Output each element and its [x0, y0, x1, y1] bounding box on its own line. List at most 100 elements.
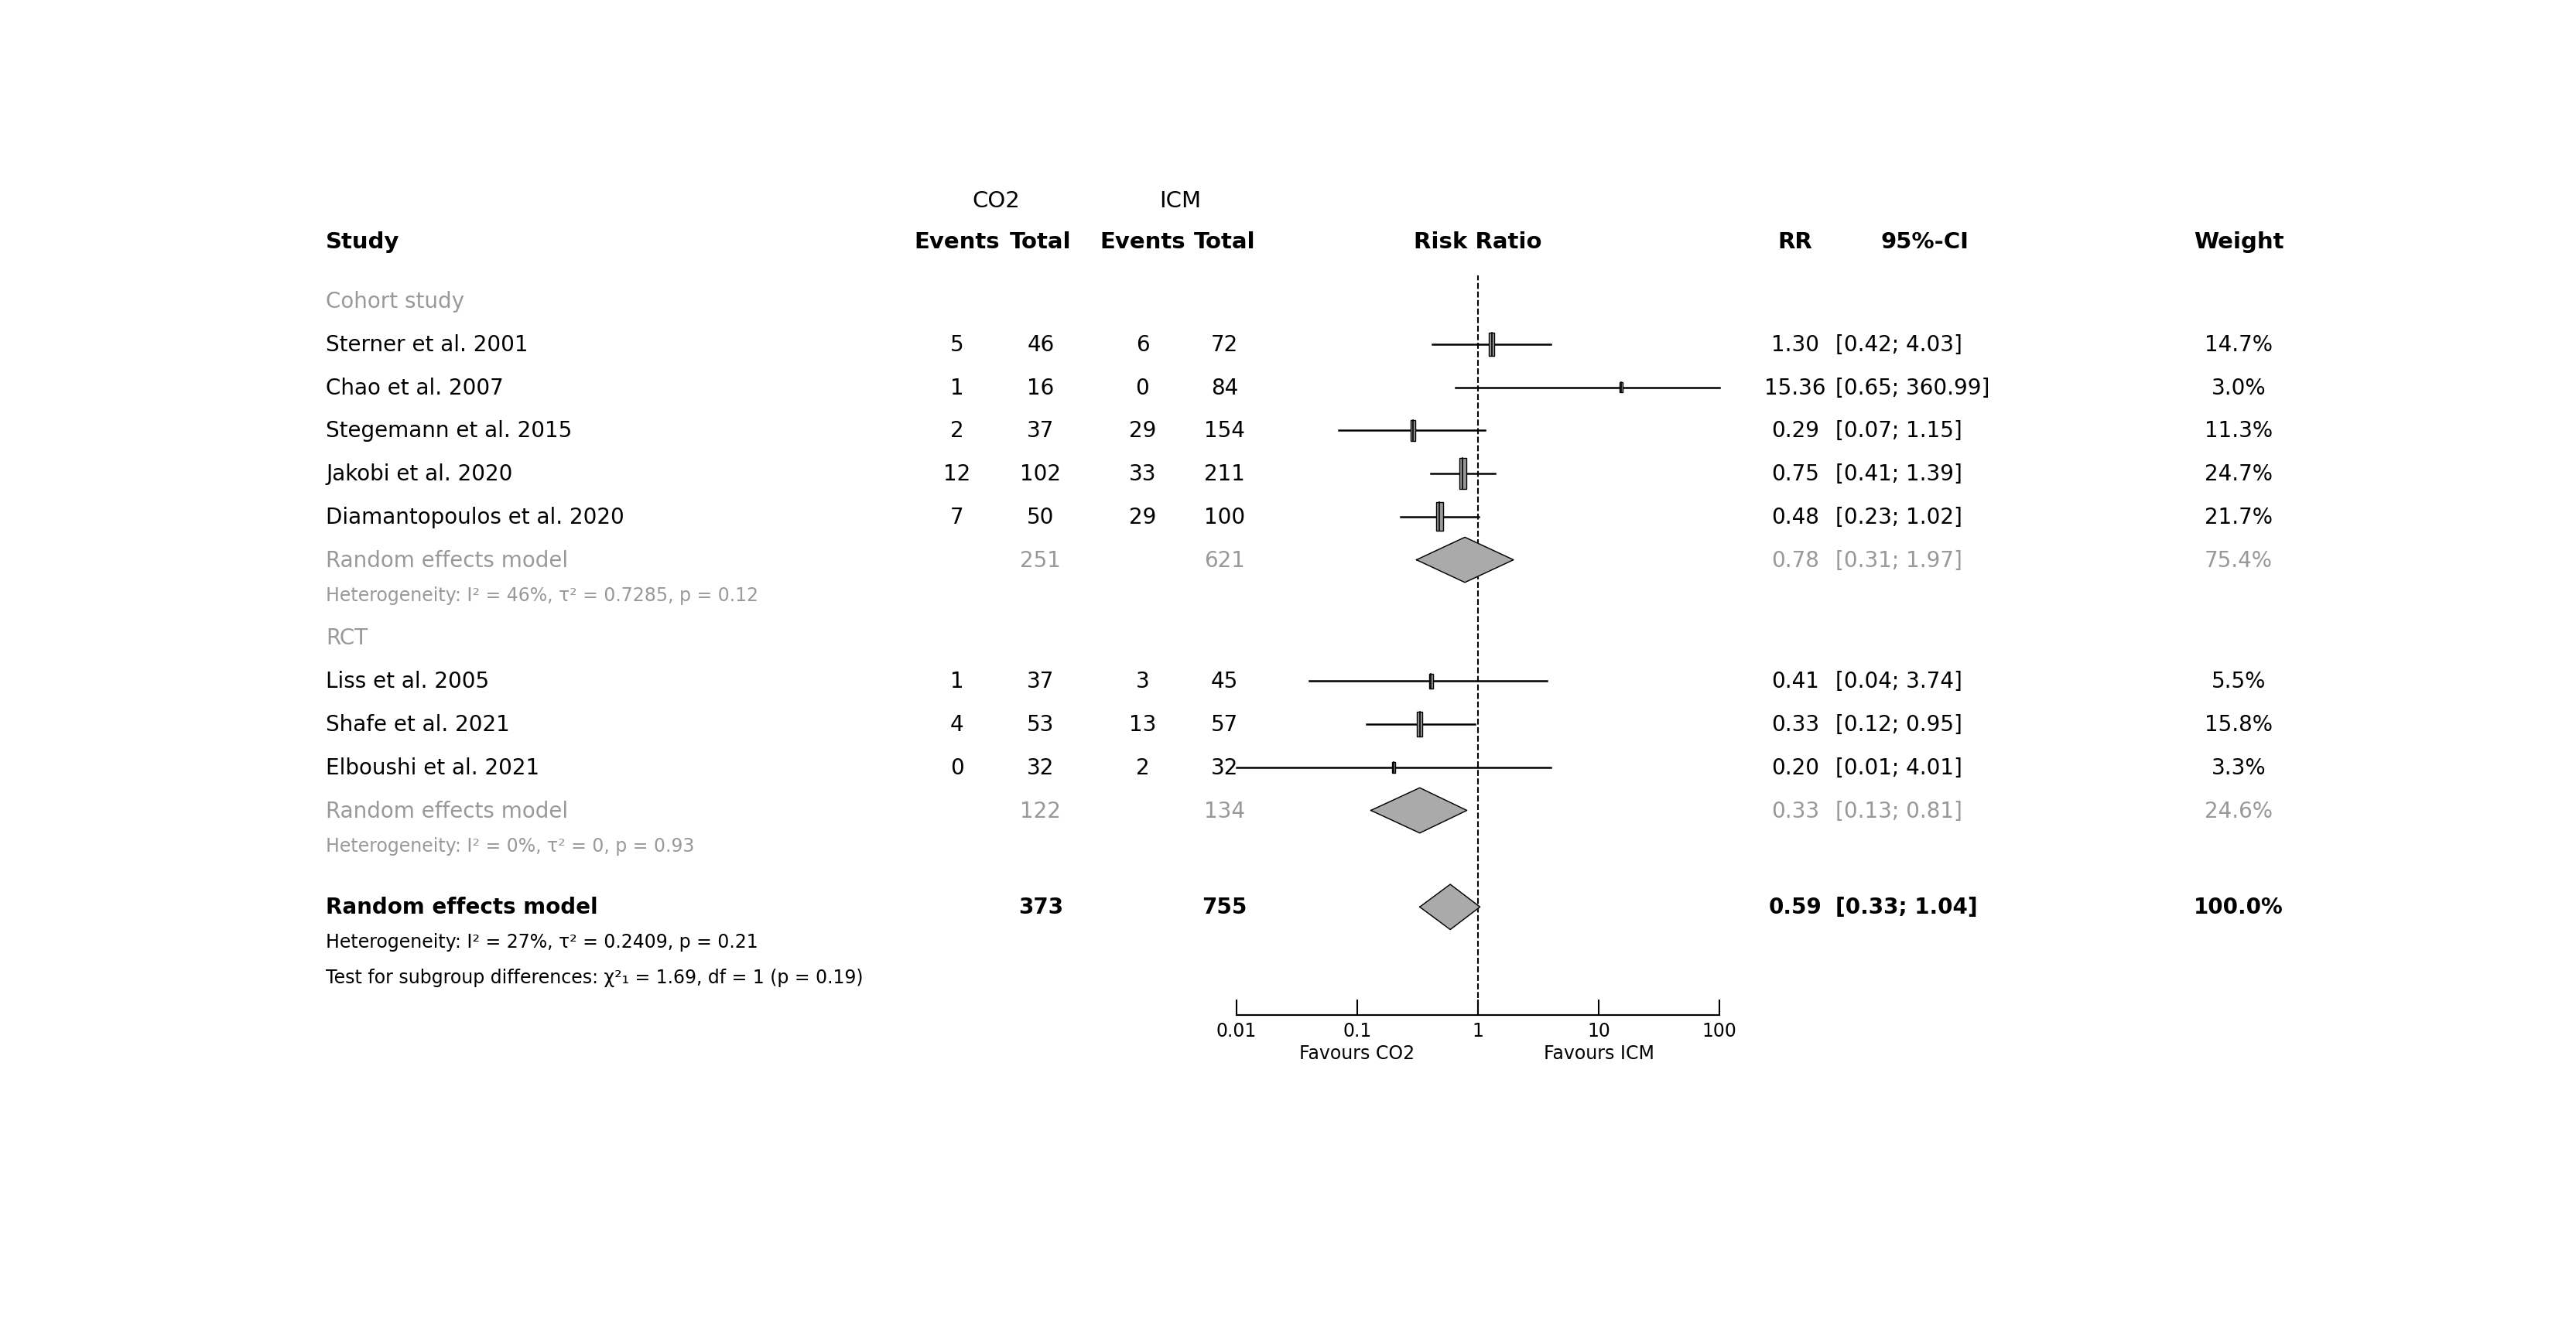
Text: 1: 1	[951, 377, 963, 399]
Text: 3: 3	[1136, 670, 1149, 692]
Text: ICM: ICM	[1159, 191, 1200, 212]
Text: 0.33: 0.33	[1772, 713, 1819, 736]
Text: Liss et al. 2005: Liss et al. 2005	[327, 670, 489, 692]
Text: Favours ICM: Favours ICM	[1543, 1044, 1654, 1062]
Text: Diamantopoulos et al. 2020: Diamantopoulos et al. 2020	[327, 507, 623, 528]
Polygon shape	[1370, 788, 1466, 833]
Text: 10: 10	[1587, 1021, 1610, 1040]
Text: 3.0%: 3.0%	[2210, 377, 2267, 399]
Text: 11.3%: 11.3%	[2205, 420, 2272, 441]
Text: 14.7%: 14.7%	[2205, 333, 2272, 356]
Text: Sterner et al. 2001: Sterner et al. 2001	[327, 333, 528, 356]
Text: Shafe et al. 2021: Shafe et al. 2021	[327, 713, 510, 736]
Text: [0.13; 0.81]: [0.13; 0.81]	[1834, 800, 1963, 821]
Text: 24.6%: 24.6%	[2205, 800, 2272, 821]
Text: RR: RR	[1777, 231, 1814, 253]
Polygon shape	[1417, 537, 1515, 583]
Text: 0.59: 0.59	[1770, 896, 1821, 918]
Text: 1: 1	[1471, 1021, 1484, 1040]
Text: 134: 134	[1203, 800, 1244, 821]
Bar	[1417, 712, 1422, 737]
Text: 755: 755	[1203, 896, 1247, 918]
Text: 16: 16	[1028, 377, 1054, 399]
Text: 6: 6	[1136, 333, 1149, 356]
Text: 0.01: 0.01	[1216, 1021, 1257, 1040]
Text: 37: 37	[1028, 420, 1054, 441]
Text: Heterogeneity: I² = 46%, τ² = 0.7285, p = 0.12: Heterogeneity: I² = 46%, τ² = 0.7285, p …	[327, 587, 757, 604]
Text: 37: 37	[1028, 670, 1054, 692]
Text: 1.30: 1.30	[1772, 333, 1819, 356]
Text: 3.3%: 3.3%	[2210, 757, 2267, 778]
Text: [0.31; 1.97]: [0.31; 1.97]	[1834, 549, 1963, 571]
Text: 211: 211	[1203, 463, 1244, 485]
Text: 33: 33	[1128, 463, 1157, 485]
Text: 0: 0	[1136, 377, 1149, 399]
Text: Jakobi et al. 2020: Jakobi et al. 2020	[327, 463, 513, 485]
Text: Cohort study: Cohort study	[327, 291, 464, 312]
Text: Stegemann et al. 2015: Stegemann et al. 2015	[327, 420, 572, 441]
Text: 100.0%: 100.0%	[2195, 896, 2282, 918]
Text: Weight: Weight	[2195, 231, 2282, 253]
Text: 100: 100	[1203, 507, 1244, 528]
Text: RCT: RCT	[327, 628, 368, 649]
Text: 5.5%: 5.5%	[2210, 670, 2267, 692]
Text: Random effects model: Random effects model	[327, 896, 598, 918]
Text: 100: 100	[1703, 1021, 1736, 1040]
Bar	[1391, 762, 1394, 773]
Text: 24.7%: 24.7%	[2205, 463, 2272, 485]
Text: 2: 2	[951, 420, 963, 441]
Text: 0.48: 0.48	[1772, 507, 1819, 528]
Text: 84: 84	[1211, 377, 1239, 399]
Text: Random effects model: Random effects model	[327, 549, 569, 571]
Text: CO2: CO2	[971, 191, 1020, 212]
Text: Total: Total	[1010, 231, 1072, 253]
Text: [0.65; 360.99]: [0.65; 360.99]	[1834, 377, 1989, 399]
Text: 1: 1	[951, 670, 963, 692]
Text: Heterogeneity: I² = 27%, τ² = 0.2409, p = 0.21: Heterogeneity: I² = 27%, τ² = 0.2409, p …	[327, 933, 757, 952]
Bar	[1435, 503, 1443, 532]
Text: [0.42; 4.03]: [0.42; 4.03]	[1834, 333, 1963, 356]
Text: 0.41: 0.41	[1772, 670, 1819, 692]
Text: 46: 46	[1028, 333, 1054, 356]
Text: 102: 102	[1020, 463, 1061, 485]
Polygon shape	[1419, 885, 1481, 930]
Text: 2: 2	[1136, 757, 1149, 778]
Bar	[1412, 421, 1414, 441]
Text: 15.8%: 15.8%	[2205, 713, 2272, 736]
Text: 0.29: 0.29	[1772, 420, 1819, 441]
Text: 0: 0	[951, 757, 963, 778]
Text: Risk Ratio: Risk Ratio	[1414, 231, 1543, 253]
Text: Favours CO2: Favours CO2	[1298, 1044, 1414, 1062]
Text: Chao et al. 2007: Chao et al. 2007	[327, 377, 505, 399]
Text: 373: 373	[1018, 896, 1064, 918]
Bar	[1430, 674, 1432, 689]
Text: [0.01; 4.01]: [0.01; 4.01]	[1834, 757, 1963, 778]
Text: [0.41; 1.39]: [0.41; 1.39]	[1834, 463, 1963, 485]
Text: 0.78: 0.78	[1772, 549, 1819, 571]
Text: Total: Total	[1193, 231, 1255, 253]
Text: 621: 621	[1203, 549, 1244, 571]
Text: 72: 72	[1211, 333, 1239, 356]
Text: 0.20: 0.20	[1772, 757, 1819, 778]
Text: [0.12; 0.95]: [0.12; 0.95]	[1834, 713, 1963, 736]
Text: Heterogeneity: I² = 0%, τ² = 0, p = 0.93: Heterogeneity: I² = 0%, τ² = 0, p = 0.93	[327, 836, 696, 854]
Text: 50: 50	[1028, 507, 1054, 528]
Text: 0.75: 0.75	[1772, 463, 1819, 485]
Text: Events: Events	[914, 231, 999, 253]
Text: 122: 122	[1020, 800, 1061, 821]
Text: 29: 29	[1128, 420, 1157, 441]
Text: 75.4%: 75.4%	[2205, 549, 2272, 571]
Bar	[1458, 459, 1466, 489]
Text: [0.04; 3.74]: [0.04; 3.74]	[1834, 670, 1963, 692]
Text: 5: 5	[951, 333, 963, 356]
Text: 15.36: 15.36	[1765, 377, 1826, 399]
Text: Elboushi et al. 2021: Elboushi et al. 2021	[327, 757, 538, 778]
Text: Random effects model: Random effects model	[327, 800, 569, 821]
Text: 95%-CI: 95%-CI	[1880, 231, 1968, 253]
Text: 53: 53	[1028, 713, 1054, 736]
Text: [0.23; 1.02]: [0.23; 1.02]	[1834, 507, 1963, 528]
Text: 12: 12	[943, 463, 971, 485]
Text: 0.1: 0.1	[1342, 1021, 1370, 1040]
Text: 154: 154	[1203, 420, 1244, 441]
Text: 251: 251	[1020, 549, 1061, 571]
